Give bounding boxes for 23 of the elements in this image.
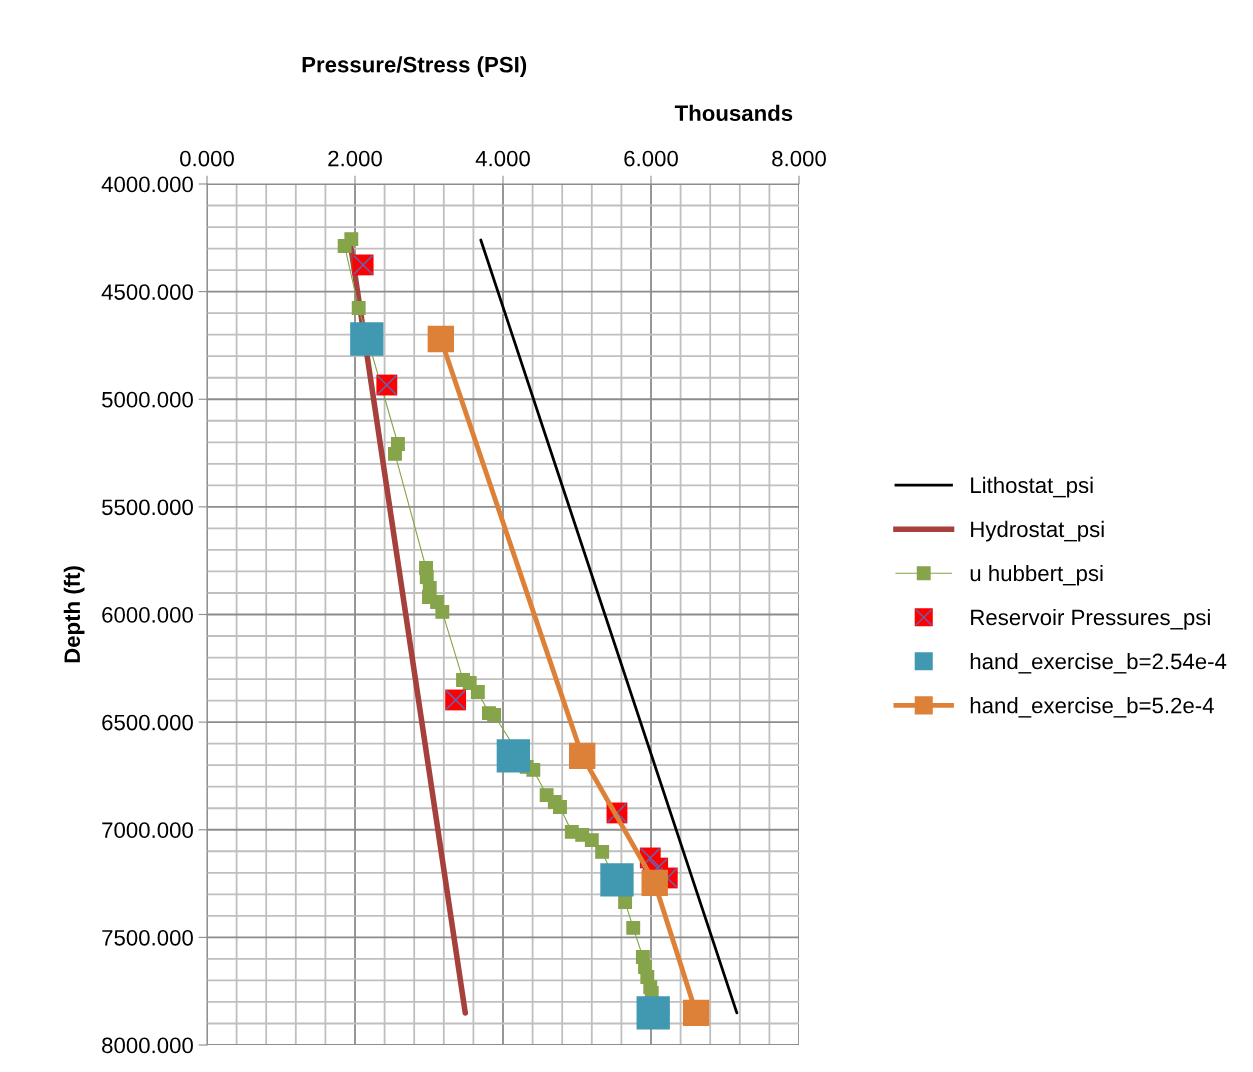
y-tick-label: 7000.000 <box>102 822 193 839</box>
y-tick-label: 6000.000 <box>102 607 193 623</box>
x-tick-label: 6.000 <box>624 150 678 167</box>
y-tick-label: 5000.000 <box>102 391 193 408</box>
y-tick-label: 8000.000 <box>102 1037 193 1054</box>
legend-label: Reservoir Pressures_psi <box>971 608 1210 630</box>
x-axis-title: Pressure/Stress (PSI) <box>302 56 527 77</box>
x-tick-label: 0.000 <box>180 150 234 167</box>
legend-label: Lithostat_psi <box>971 476 1093 498</box>
legend-label: Hydrostat_psi <box>971 520 1104 542</box>
y-tick-label: 5500.000 <box>102 499 193 516</box>
y-tick-label: 4500.000 <box>101 284 193 300</box>
y-tick-label: 6500.000 <box>102 714 193 731</box>
legend-label: hand_exercise_b=5.2e-4 <box>970 697 1214 718</box>
y-axis-title: Depth (ft) <box>63 566 85 663</box>
x-tick-label: 2.000 <box>328 150 382 167</box>
y-tick-label: 7500.000 <box>102 929 193 946</box>
x-tick-label: 4.000 <box>475 150 530 167</box>
legend-label: u hubbert_psi <box>970 564 1103 586</box>
y-tick-label: 4000.000 <box>101 176 193 193</box>
legend-label: hand_exercise_b=2.54e-4 <box>970 653 1227 674</box>
text: Thousands <box>674 104 793 122</box>
x-tick-label: 8.000 <box>772 150 826 167</box>
